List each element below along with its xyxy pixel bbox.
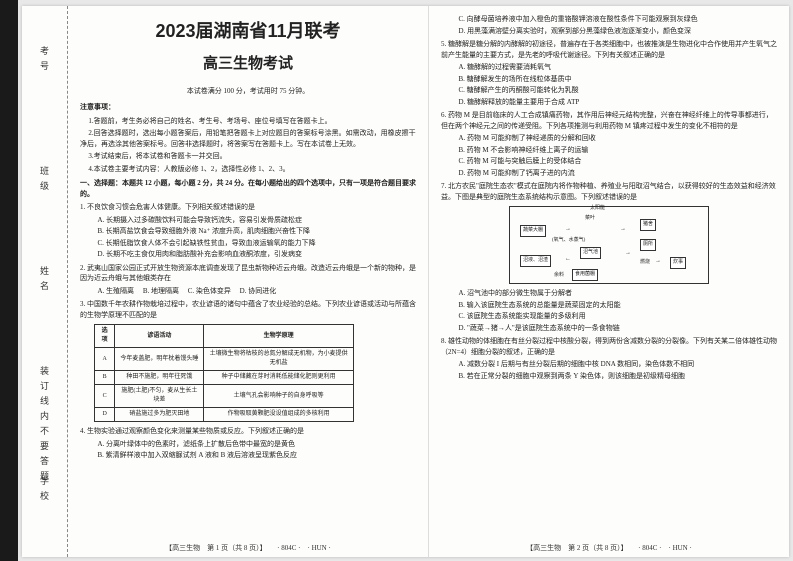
diagram-box-greenhouse: 蔬菜大棚 (520, 225, 546, 237)
meta-line: 本试卷满分 100 分，考试用时 75 分钟。 (80, 86, 416, 97)
binding-label-warn: 装订线内不要答题 (38, 366, 51, 486)
q2-opt-a: A. 生殖隔离 (98, 287, 135, 295)
footer-right: 【高三生物 第 2 页（共 8 页）】 · 804C · · HUN · (429, 543, 789, 554)
q5-opt-c: C. 糖酵解产生的丙酮酸可能转化为乳酸 (459, 85, 778, 96)
q2-opt-b: B. 地理隔离 (143, 287, 179, 295)
q7-opt-b: B. 输入该庭院生态系统的总能量是蔬菜固定的太阳能 (459, 300, 778, 311)
diagram-box-pigsty: 猪舍 (640, 219, 656, 231)
main-title: 2023届湖南省11月联考 (80, 18, 416, 45)
q5-stem: 5. 糖酵解是糖分解的内酵解的初途径，普遍存在于各类细胞中，也被推演是生物进化中… (441, 39, 777, 60)
q4-opt-b: B. 紫清鲜样液中加入双缩脲试剂 A 液和 B 液后溶液呈现紫色反应 (98, 450, 417, 461)
binding-label-name: 姓名 (38, 266, 51, 296)
q6-stem: 6. 药物 M 是目前临床的人工合成镇痛药物，其作用后神经元结构完整，兴奋在神经… (441, 110, 777, 131)
q6-opt-d: D. 药物 M 可能抑制了钙离子进的内流 (459, 168, 778, 179)
arrow-icon: → (625, 249, 631, 258)
q6-opt-a: A. 药物 M 可能抑制了神经递质的分解和回收 (459, 133, 778, 144)
q1-opt-b: B. 长期高盐饮食会导致细胞外液 Na⁺ 浓度升高，肌肉细胞兴奋性下降 (98, 226, 417, 237)
exam-paper: 考号 班级 姓名 装订线内不要答题 学校 2023届湖南省11月联考 高三生物考… (22, 6, 789, 557)
q7-diagram: 太阳能 蔬菜大棚 猪舍 厕所 沼液、沼渣 炊事 沼气池 食用菌棚 菜叶 (氧气、… (509, 206, 709, 284)
th-1: 谚语活动 (115, 325, 204, 348)
q8-stem: 8. 雄性动物的体细胞在有丝分裂过程中核酸分裂，得到两份含减数分裂的分裂像。下列… (441, 336, 777, 357)
table-header-row: 选项 谚语活动 生物学原理 (95, 325, 354, 348)
notice-3: 3.考试结束后，将本试卷和答题卡一并交回。 (80, 151, 416, 162)
th-0: 选项 (95, 325, 115, 348)
q8-opt-a: A. 减数分裂 I 后期与有丝分裂后期的细胞中核 DNA 数相同，染色体数不相同 (459, 359, 778, 370)
binding-column: 考号 班级 姓名 装订线内不要答题 学校 (22, 6, 68, 557)
notice-1: 1.答题前，考生务必将自己的姓名、考生号、考场号、座位号填写在答题卡上。 (80, 116, 416, 127)
table-row: C施肥(土肥)不匀，麦从生长土块差土壤气孔会影响种子的自身呼吸等 (95, 385, 354, 408)
diagram-sun: 太阳能 (590, 205, 605, 213)
q8-opt-b: B. 若在正常分裂的细胞中观察到两条 Y 染色体，则该细胞是初级精母细胞 (459, 371, 778, 382)
q5-opt-d: D. 糖酵解释放的能量主要用于合成 ATP (459, 97, 778, 108)
q7-opt-a: A. 沼气池中的部分微生物属于分解者 (459, 288, 778, 299)
notice-4: 4.本试卷主要考试内容：人教版必修 1、2，选择性必修 1、2、3。 (80, 164, 416, 175)
q1-opt-d: D. 长期不吃主食仅用肉和脂肪酸补充会影响血液酮浓度，引发病变 (98, 249, 417, 260)
q6-opt-b: B. 药物 M 不会影响神经纤维上离子的运输 (459, 145, 778, 156)
q2-stem: 2. 武夷山国家公园正式开放生物资源本底调查发现了昆虫新物种近云舟蛾。改造近云舟… (80, 263, 416, 284)
diagram-box-biogas: 沼气池 (580, 247, 601, 259)
q4-stem: 4. 生物实验通过观察颜色变化来测量某些物质或反应。下列叙述正确的是 (80, 426, 416, 437)
scan-edge (0, 0, 18, 561)
diagram-label-residue: 余料 (554, 272, 564, 280)
q3-table: 选项 谚语活动 生物学原理 A今年麦盖肥，明年枕着馒头睡土壤微生物将枯枝的总氮分… (94, 324, 354, 422)
th-2: 生物学原理 (204, 325, 354, 348)
q2-opts: A. 生殖隔离 B. 地理隔离 C. 染色体变异 D. 协同进化 (98, 286, 417, 297)
binding-label-class: 班级 (38, 166, 51, 196)
q1-opt-c: C. 长期低脂饮食人体不会引起缺铁性贫血，导致血液运输氧的能力下降 (98, 238, 417, 249)
page-2: C. 向酵母菌培养液中加入橙色的重铬酸钾溶液在酸性条件下可能观察到灰绿色 D. … (429, 6, 789, 557)
q7-opt-c: C. 该庭院生态系统能实现能量的多级利用 (459, 311, 778, 322)
q7-stem: 7. 北方农民"庭院生态农"模式在庭院内将作物种植、养殖业与阳取沼气结合，以获得… (441, 181, 777, 202)
q3-stem: 3. 中国数千年农耕作物栽培过程中，农业谚语的诸句中蕴含了农业经验的总结。下列农… (80, 299, 416, 320)
section-a-head: 一、选择题：本题共 12 小题，每小题 2 分，共 24 分。在每小题给出的四个… (80, 178, 416, 199)
table-row: A今年麦盖肥，明年枕着馒头睡土壤微生物将枯枝的总氮分解成无机物，为小麦提供无机盐 (95, 348, 354, 371)
binding-label-exam-id: 考号 (38, 46, 51, 76)
diagram-label-burn: 燃烧 (640, 259, 650, 267)
footer-left: 【高三生物 第 1 页（共 8 页）】 · 804C · · HUN · (68, 543, 428, 554)
notice-head: 注意事项： (80, 102, 416, 113)
diagram-box-mushroom: 食用菌棚 (572, 269, 598, 281)
q7-opt-d: D. "蔬菜→猪→人"是该庭院生态系统中的一条食物链 (459, 323, 778, 334)
q1-stem: 1. 不良饮食习惯会危害人体健康。下列相关叙述错误的是 (80, 202, 416, 213)
q5-opt-a: A. 糖酵解的过程需要消耗氧气 (459, 62, 778, 73)
notice-2: 2.回答选择题时，选出每小题答案后，用铅笔把答题卡上对应题目的答案标号涂黑。如需… (80, 128, 416, 149)
diagram-box-slurry: 沼液、沼渣 (520, 255, 551, 267)
q4-opt-a: A. 分离叶绿体中的色素时，滤纸条上扩散后色带中最宽的是黄色 (98, 439, 417, 450)
diagram-box-toilet: 厕所 (640, 239, 656, 251)
sub-title: 高三生物考试 (80, 53, 416, 76)
q2-opt-c: C. 染色体变异 (188, 287, 231, 295)
page-1: 2023届湖南省11月联考 高三生物考试 本试卷满分 100 分，考试用时 75… (68, 6, 429, 557)
table-row: B种田不施肥，明年往死饿种子中储藏在芽时消耗低能储化肥则更利用 (95, 371, 354, 385)
arrow-icon: → (565, 225, 571, 234)
binding-label-school: 学校 (38, 476, 51, 506)
arrow-icon: → (655, 257, 661, 266)
q2-opt-d: D. 协同进化 (240, 287, 277, 295)
diagram-label-leaf: 菜叶 (585, 215, 595, 223)
diagram-box-cooking: 炊事 (670, 257, 686, 269)
q1-opt-a: A. 长期摄入过多碳酸饮料可能会导致钙流失，容易引发骨质疏松症 (98, 215, 417, 226)
q4-opt-d: D. 用黑藻满溶壁分离实验时，观察到部分黑藻绿色液泡逐渐变小，颜色变深 (459, 26, 778, 37)
q6-opt-c: C. 药物 M 可能与突触后膜上的受体结合 (459, 156, 778, 167)
arrow-icon: → (620, 225, 626, 234)
diagram-label-gas: (氧气、水蒸气) (552, 237, 585, 245)
q5-opt-b: B. 糖酵解发生的场所在线粒体基质中 (459, 74, 778, 85)
arrow-icon: ← (565, 255, 571, 264)
table-row: D硝盐施过多为肥灭田地作物吸取黄颗肥没设值组成的多核利用 (95, 408, 354, 422)
q4-opt-c: C. 向酵母菌培养液中加入橙色的重铬酸钾溶液在酸性条件下可能观察到灰绿色 (459, 14, 778, 25)
